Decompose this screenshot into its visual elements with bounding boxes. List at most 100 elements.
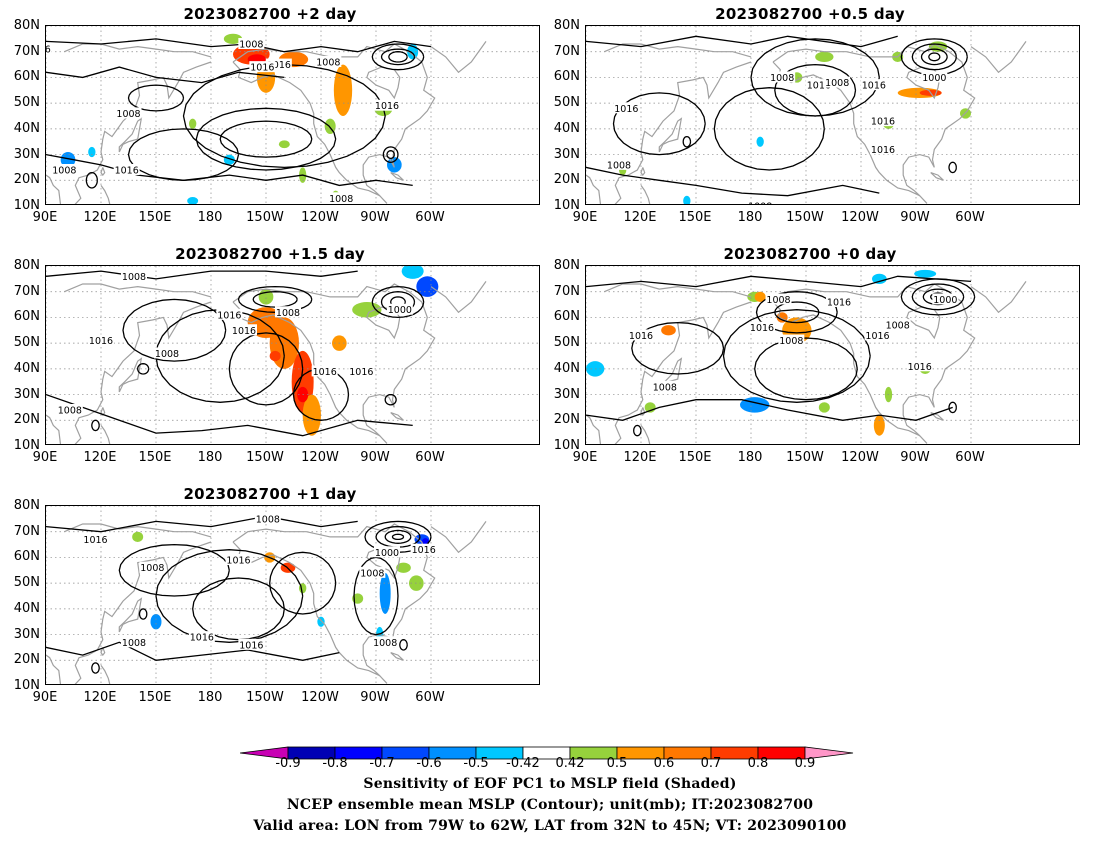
contour-label: 1016	[190, 633, 214, 644]
coastline	[640, 185, 651, 204]
shading-patch	[683, 195, 691, 204]
coastline	[640, 425, 651, 444]
contour-label: 1008	[116, 109, 140, 120]
latitude-tick-label: 10N	[13, 678, 40, 693]
longitude-tick-label: 60W	[415, 690, 445, 705]
coastline	[604, 43, 752, 58]
contour-label-bg	[115, 107, 142, 119]
longitude-tick-label: 150W	[786, 210, 824, 225]
longitude-tick-label: 120W	[301, 690, 339, 705]
latitude-tick-label: 80N	[553, 258, 580, 273]
latitude-tick-label: 70N	[13, 43, 40, 59]
contour-label: 1008	[886, 321, 910, 332]
shading-patch	[88, 146, 96, 158]
mslp-isobar	[46, 66, 285, 84]
shading-patch	[150, 614, 162, 630]
contour-label: 1016	[217, 310, 241, 321]
longitude-tick-label: 90E	[572, 450, 598, 465]
latitude-tick-label: 30N	[13, 386, 40, 402]
coastline	[74, 61, 212, 204]
panel-plus-0-day: 2023082700 +0 day 1008 1016 1000 1008 1016 10…	[540, 245, 1080, 475]
longitude-tick-label: 180	[197, 690, 223, 705]
longitude-tick-label: 120W	[301, 450, 339, 465]
coastline	[64, 43, 212, 58]
caption-line-2: NCEP ensemble mean MSLP (Contour); unit(…	[286, 797, 814, 813]
panel-title: 2023082700 +0 day	[723, 245, 897, 263]
contour-label: 1008	[748, 202, 772, 206]
mslp-contours	[586, 275, 976, 437]
contour-label-bg	[778, 334, 805, 346]
longitude-tick-label: 150W	[246, 450, 284, 465]
contour-label: 1016	[412, 545, 436, 556]
map-plot: 1008101610081016100010161016101610081008	[585, 25, 1080, 205]
contour-label: 1008	[779, 336, 803, 347]
latitude-tick-label: 10N	[553, 198, 580, 213]
contour-label-bg	[374, 546, 400, 558]
contour-label: 1008	[329, 194, 353, 205]
contour-label: 1008	[766, 295, 790, 306]
coastline	[970, 281, 1027, 314]
longitude-tick-label: 60W	[415, 210, 445, 225]
coastline	[390, 412, 404, 421]
longitude-tick-label: 60W	[415, 450, 445, 465]
contour-label-bg	[374, 99, 400, 111]
mslp-contours	[586, 35, 968, 197]
contour-label: 1008	[825, 78, 849, 89]
mslp-isobar	[380, 48, 416, 66]
latitude-tick-label: 10N	[553, 438, 580, 453]
mslp-isobar	[46, 270, 358, 280]
coastline	[658, 117, 683, 153]
mslp-isobar	[384, 393, 397, 406]
contour-label-bg	[82, 533, 109, 545]
contour-label: 1000	[922, 73, 946, 84]
contour-label: 1000	[388, 305, 412, 316]
contour-label: 1016	[865, 331, 889, 342]
mslp-isobar	[182, 63, 386, 169]
colorbar-tick-label: 0.42	[555, 756, 585, 771]
contour-labels: 1008 1016 1016 1008 1000 1016 1016 1008 1016 1008	[56, 270, 413, 417]
coastline	[232, 523, 436, 684]
shading-patch	[189, 118, 197, 129]
mslp-isobar	[85, 171, 98, 189]
contour-label-bg	[826, 296, 852, 307]
contour-label-bg	[386, 303, 413, 315]
contour-label: 1016	[908, 362, 932, 373]
shading-patch	[873, 415, 885, 436]
latitude-tick-label: 30N	[553, 146, 580, 162]
contour-label-bg	[216, 308, 243, 320]
coastline	[46, 174, 62, 204]
mslp-isobar	[755, 291, 838, 334]
contour-label-bg	[932, 293, 959, 305]
coastline	[118, 117, 143, 153]
coastline	[586, 414, 602, 444]
panel-title: 2023082700 +2 day	[183, 5, 357, 23]
contour-label-bg	[410, 543, 437, 555]
coastline	[100, 185, 111, 204]
contour-label-bg	[231, 324, 257, 336]
mslp-isobar	[388, 51, 408, 63]
coastline	[970, 41, 1027, 74]
map-plot: 1008 1016 1008 1016 1000 1016 1008 1016 1016 1008…	[45, 505, 540, 685]
contour-label-bg	[769, 71, 796, 83]
coastline	[232, 61, 380, 197]
map-plot: 1008 1016 1016 1008 1000 1016 1016 1008 1016 1008	[45, 265, 540, 445]
latitude-tick-label: 60N	[13, 69, 40, 85]
contour-label-bg	[628, 329, 654, 341]
map-canvas: 1008 1016 1008 1016 1000 1016 1008 1016 1016 1008…	[46, 506, 539, 684]
mslp-isobar	[911, 283, 965, 311]
shading-patch	[661, 325, 676, 336]
contour-label-bg	[188, 631, 215, 643]
latitude-tick-label: 80N	[13, 258, 40, 273]
contour-label: 1016	[807, 81, 831, 92]
mslp-isobar	[127, 84, 185, 112]
coastline	[232, 283, 436, 444]
coastline	[100, 647, 106, 657]
contour-label-bg	[372, 636, 399, 648]
contour-label: 1016	[375, 101, 399, 112]
coastline	[586, 174, 602, 204]
shading-patch	[278, 140, 290, 149]
map-canvas: 1008 1016 1008 1016 1008 1016 1008 1016 1008 1016	[46, 26, 539, 205]
contour-label-bg	[864, 329, 891, 341]
contour-label: 1016	[239, 640, 263, 651]
latitude-tick-label: 40N	[13, 600, 40, 616]
